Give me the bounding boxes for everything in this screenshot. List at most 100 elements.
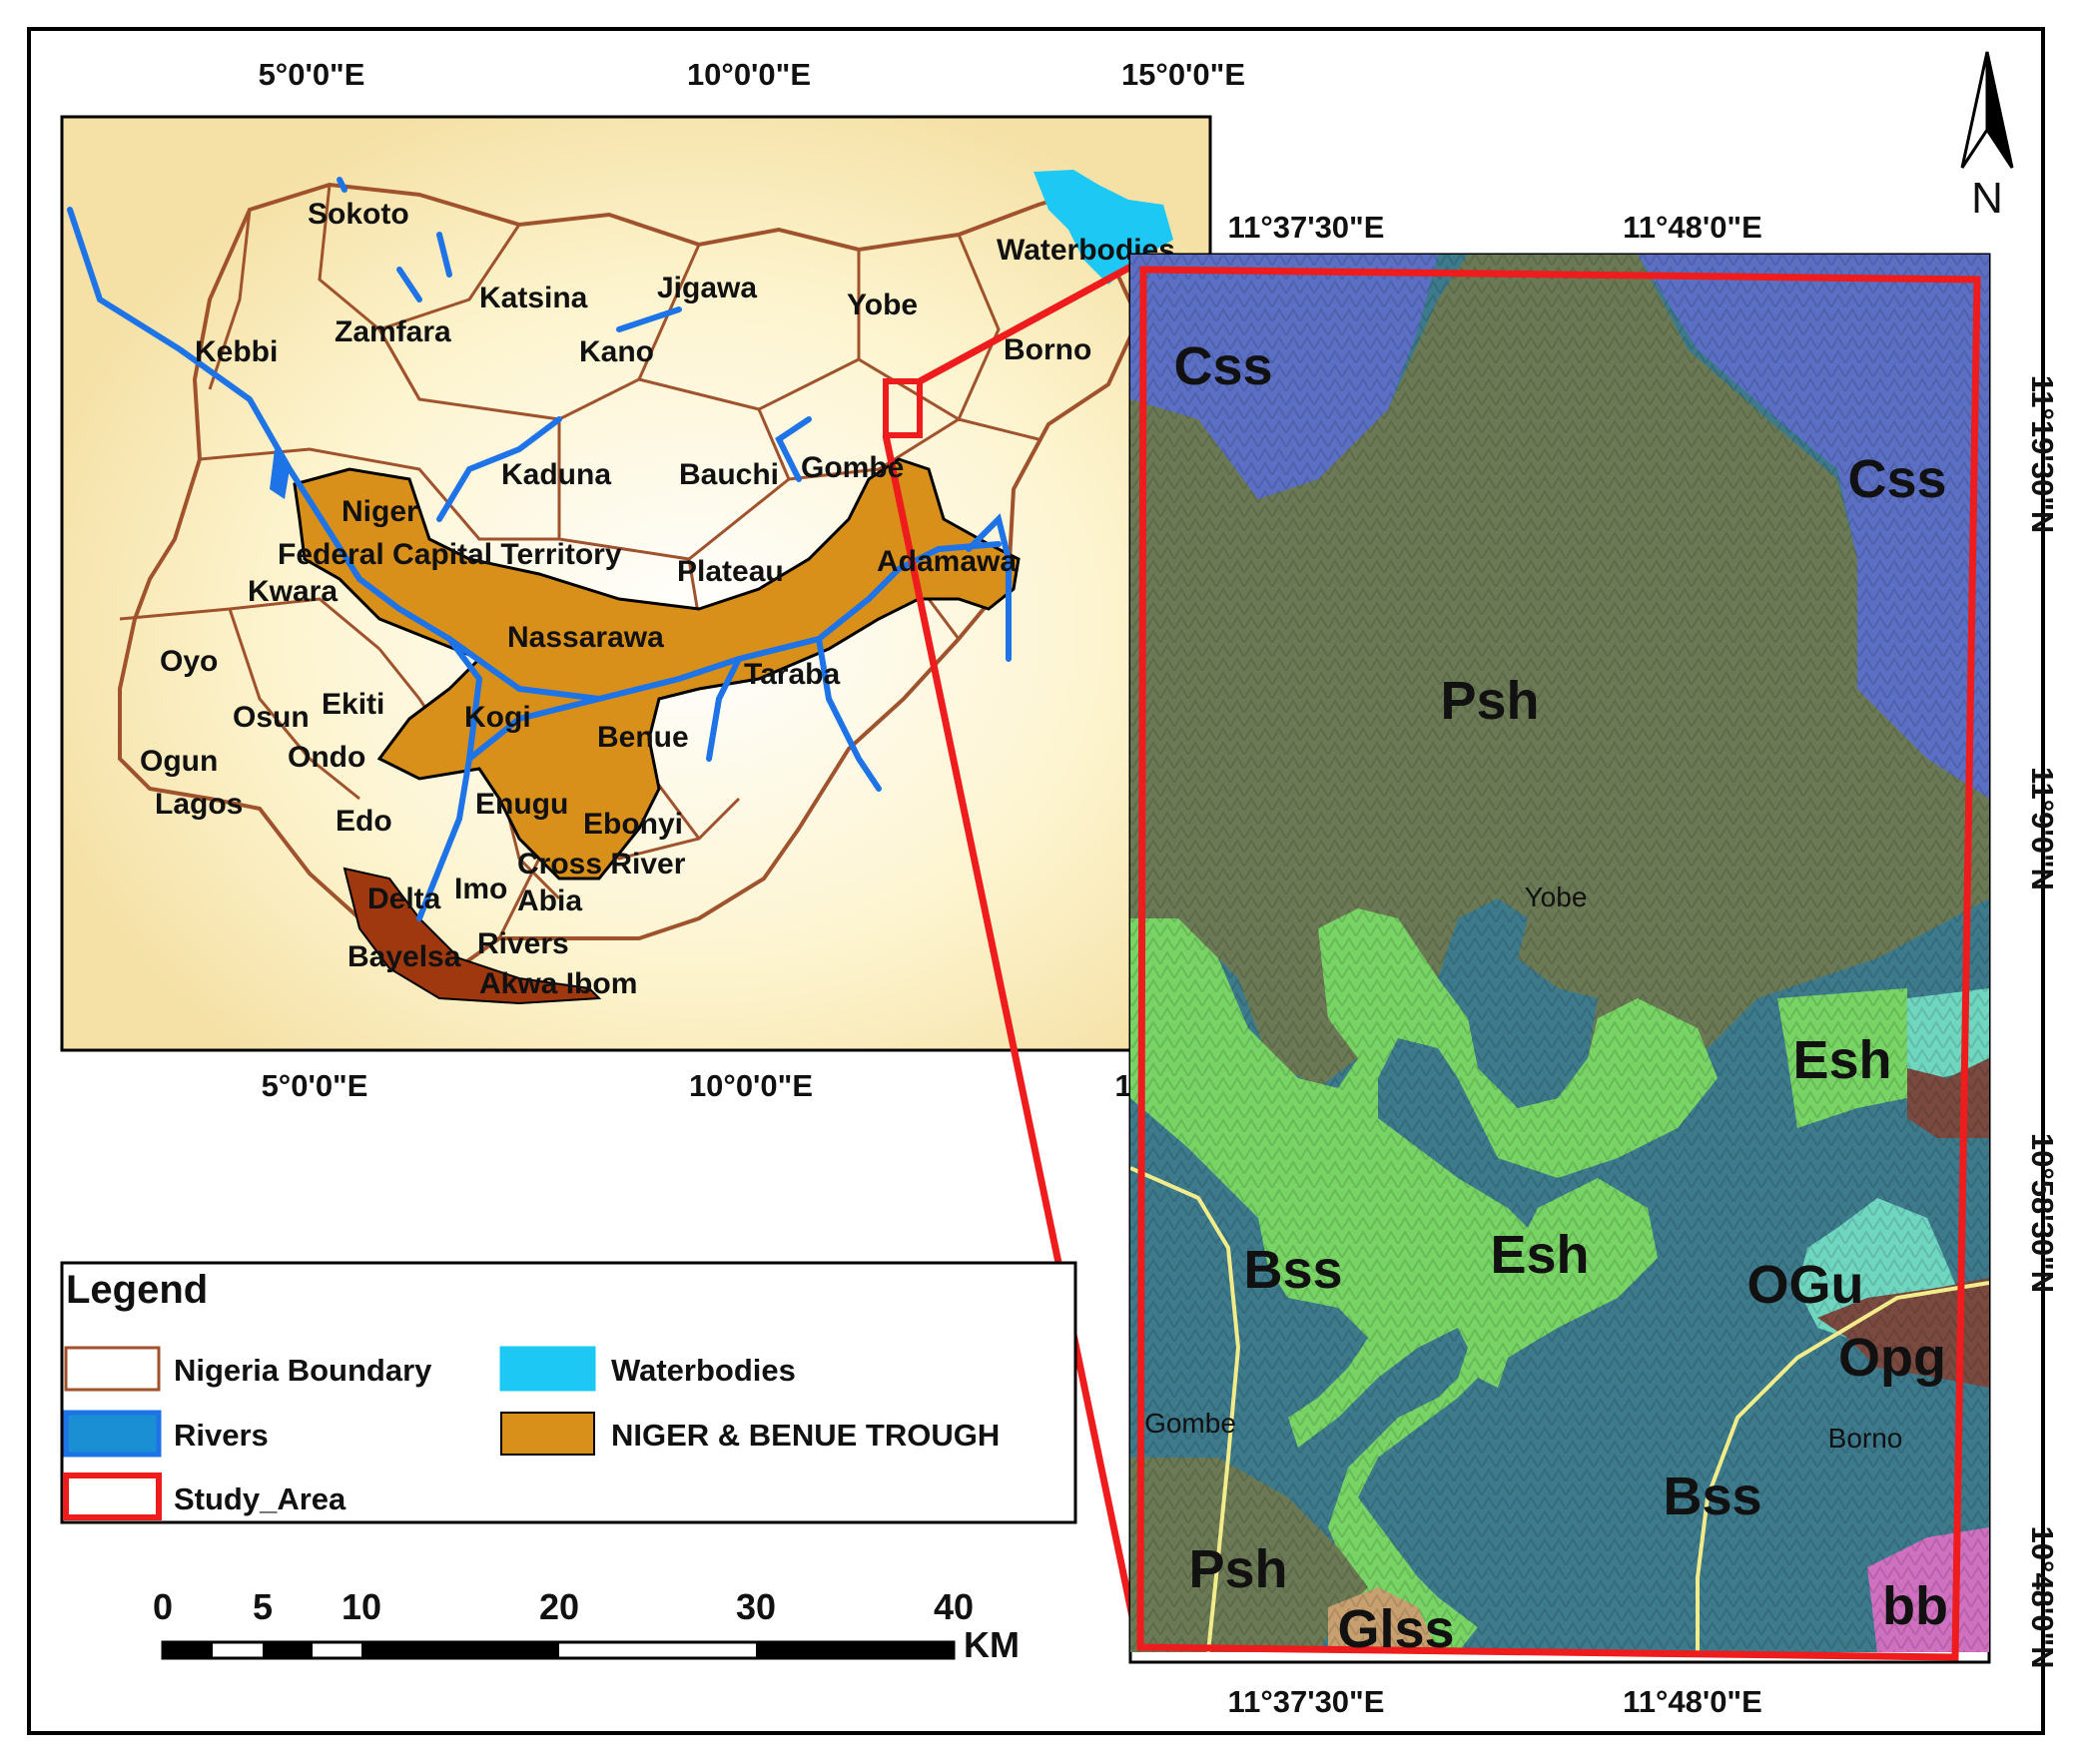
- state-label: Rivers: [477, 927, 569, 960]
- legend-label-boundary: Nigeria Boundary: [174, 1353, 432, 1388]
- study-right-tick-3: 10°58'30"N: [2025, 1133, 2060, 1293]
- unit-labels: Css Css Psh Esh Esh Bss Bss OGu Opg Psh …: [1173, 336, 1948, 1659]
- state-label: Lagos: [155, 788, 243, 821]
- niger-benue-trough: [293, 457, 1021, 881]
- state-label: Nassarawa: [507, 621, 664, 654]
- study-bottom-tick-1: 11°37'30"E: [1228, 1684, 1385, 1719]
- state-label: Borno: [1004, 333, 1091, 366]
- legend-swatch-study-area: [63, 1472, 162, 1520]
- state-label: Katsina: [479, 282, 588, 314]
- map-frame: [27, 27, 2045, 1735]
- study-right-tick-2: 11°9'0"N: [2025, 767, 2060, 890]
- state-label: Taraba: [744, 658, 840, 691]
- inset-bottom-tick-2: 10°0'0"E: [689, 1068, 813, 1103]
- unit-label: bb: [1882, 1576, 1948, 1636]
- inset-bottom-tick-3: 1: [1114, 1068, 1131, 1103]
- state-label: Abia: [517, 884, 582, 917]
- kainji-lake: [270, 449, 290, 499]
- state-label: Gombe: [801, 451, 904, 484]
- scale-bar: 0 5 10 20 30 40 KM: [153, 1586, 1020, 1665]
- state-label: Bayelsa: [347, 940, 461, 973]
- state-label: Adamawa: [877, 545, 1017, 578]
- inset-top-tick-3: 15°0'0"E: [1121, 57, 1245, 92]
- state-label: Bauchi: [679, 458, 779, 491]
- unit-label: Esh: [1490, 1225, 1589, 1285]
- niger-delta-trough: [343, 867, 602, 1005]
- study-bottom-tick-2: 11°48'0"E: [1623, 1684, 1762, 1719]
- state-label: Kebbi: [195, 335, 278, 368]
- state-label: Ogun: [140, 745, 218, 778]
- legend-swatch-waterbodies: [499, 1346, 596, 1392]
- scale-label: 20: [539, 1586, 579, 1627]
- study-top-tick-2: 11°48'0"E: [1623, 210, 1762, 245]
- scale-label: 30: [736, 1586, 776, 1627]
- legend-swatch-trough: [500, 1412, 595, 1456]
- legend-label-study-area: Study_Area: [174, 1481, 346, 1516]
- legend-title: Legend: [66, 1268, 208, 1312]
- scale-unit: KM: [964, 1624, 1020, 1665]
- north-arrow: N: [1960, 51, 2014, 223]
- state-label: Ebonyi: [583, 808, 683, 841]
- state-label: Jigawa: [657, 272, 757, 304]
- state-label: Benue: [597, 721, 689, 754]
- study-area-marker: [883, 378, 923, 438]
- study-area-boundary: [1136, 266, 1981, 1661]
- scale-label: 10: [342, 1586, 381, 1627]
- state-label: Cross River: [517, 848, 686, 881]
- state-label: Kaduna: [501, 458, 611, 491]
- legend-box: [60, 1261, 1077, 1524]
- legend-swatch-rivers: [63, 1410, 162, 1458]
- inset-top-ticks: 5°0'0"E 10°0'0"E 15°0'0"E: [259, 57, 1245, 92]
- state-label: Kogi: [464, 701, 531, 734]
- state-label: Niger: [342, 495, 418, 528]
- legend-label-trough: NIGER & BENUE TROUGH: [611, 1418, 1000, 1453]
- place-label: Yobe: [1525, 882, 1588, 912]
- connector-bottom: [882, 434, 1142, 1646]
- nigeria-outline: [118, 182, 1141, 991]
- legend-label-rivers: Rivers: [174, 1418, 269, 1453]
- unit-label: Css: [1173, 336, 1272, 396]
- study-top-tick-1: 11°37'30"E: [1228, 210, 1385, 245]
- legend-swatch-boundary: [64, 1346, 161, 1392]
- state-label: Ondo: [288, 741, 365, 774]
- state-label: Plateau: [677, 555, 784, 588]
- connector-top: [918, 258, 1142, 385]
- study-top-ticks: 11°37'30"E 11°48'0"E: [1228, 210, 1762, 245]
- state-label: Federal Capital Territory: [278, 538, 622, 571]
- state-label: Ekiti: [322, 688, 384, 721]
- state-label: Edo: [336, 805, 392, 838]
- unit-label: Bss: [1663, 1467, 1761, 1526]
- unit-label: Glss: [1337, 1599, 1454, 1659]
- unit-label: Css: [1847, 449, 1946, 509]
- state-label: Osun: [233, 701, 310, 734]
- inset-bottom-tick-1: 5°0'0"E: [262, 1068, 368, 1103]
- unit-label: Bss: [1243, 1240, 1342, 1300]
- state-label: Enugu: [475, 788, 568, 821]
- study-bottom-ticks: 11°37'30"E 11°48'0"E: [1228, 1684, 1762, 1719]
- scale-label: 0: [153, 1586, 173, 1627]
- study-right-ticks: 11°19'30"N 11°9'0"N 10°58'30"N 10°48'0"N: [2025, 375, 2060, 1669]
- state-labels: Sokoto Katsina Jigawa Yobe Waterbodies K…: [140, 198, 1175, 1000]
- scale-label: 5: [253, 1586, 273, 1627]
- state-label: Oyo: [160, 645, 218, 678]
- state-label: Sokoto: [308, 198, 409, 231]
- study-right-tick-1: 11°19'30"N: [2025, 375, 2060, 534]
- place-labels: Yobe Gombe Borno: [1144, 882, 1902, 1454]
- study-right-tick-4: 10°48'0"N: [2025, 1525, 2060, 1668]
- state-label: Kano: [579, 335, 654, 368]
- inset-map-panel: [60, 115, 1212, 1052]
- state-label: Zamfara: [335, 315, 451, 348]
- rivers: [67, 177, 1012, 921]
- unit-label: Opg: [1838, 1328, 1946, 1388]
- state-label: Yobe: [847, 289, 918, 321]
- unit-label: Esh: [1792, 1030, 1891, 1090]
- state-label: Imo: [454, 873, 507, 905]
- geology-units: [1130, 255, 1989, 1652]
- state-label: Akwa Ibom: [479, 967, 637, 1000]
- scale-label: 40: [934, 1586, 974, 1627]
- inset-top-tick-1: 5°0'0"E: [259, 57, 365, 92]
- place-label: Gombe: [1144, 1408, 1236, 1439]
- unit-label: Psh: [1440, 671, 1539, 731]
- unit-label: OGu: [1747, 1255, 1864, 1315]
- state-label: Delta: [367, 882, 441, 915]
